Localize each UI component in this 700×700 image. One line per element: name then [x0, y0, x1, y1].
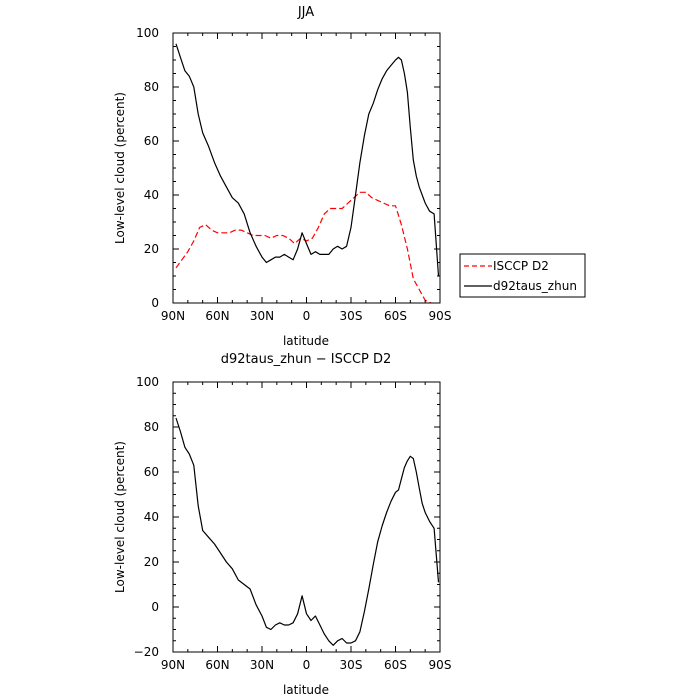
top-panel-xtick-label: 90S: [429, 309, 452, 323]
bottom-panel-xlabel: latitude: [283, 683, 329, 697]
bottom-panel-ytick-label: 20: [144, 555, 159, 569]
bottom-panel-ytick-label: −20: [134, 645, 159, 659]
bottom-panel-xtick-label: 30N: [250, 658, 274, 672]
bottom-panel-ytick-label: 60: [144, 465, 159, 479]
bottom-panel-xtick-label: 90N: [161, 658, 185, 672]
top-panel-xtick-label: 0: [303, 309, 311, 323]
bottom-panel-ytick-label: 80: [144, 420, 159, 434]
top-panel-xtick-label: 60S: [384, 309, 407, 323]
bottom-panel-title: d92taus_zhun − ISCCP D2: [221, 352, 392, 367]
top-panel-title: JJA: [297, 5, 314, 20]
bottom-panel-xtick-label: 60N: [205, 658, 229, 672]
bottom-panel-ytick-label: 100: [136, 375, 159, 389]
top-panel-ytick-label: 0: [151, 296, 159, 310]
legend-label-d92taus-zhun: d92taus_zhun: [493, 279, 577, 293]
top-panel-xtick-label: 90N: [161, 309, 185, 323]
top-panel-ytick-label: 100: [136, 26, 159, 40]
top-panel: JJA Low-level cloud (percent) latitude 9…: [113, 5, 451, 348]
top-panel-xtick-label: 60N: [205, 309, 229, 323]
top-panel-series-isccp-d2: [175, 191, 432, 304]
top-panel-ytick-label: 20: [144, 242, 159, 256]
top-panel-plot-frame: [172, 32, 441, 304]
top-panel-xtick-label: 30S: [340, 309, 363, 323]
top-panel-ylabel: Low-level cloud (percent): [113, 92, 127, 244]
bottom-panel-series-difference: [175, 417, 440, 646]
legend-label-isccp-d2: ISCCP D2: [493, 259, 549, 273]
top-panel-ytick-label: 80: [144, 80, 159, 94]
bottom-panel-ytick-label: 40: [144, 510, 159, 524]
legend-box: [459, 253, 586, 298]
bottom-panel-xtick-label: 0: [303, 658, 311, 672]
top-panel-xlabel: latitude: [283, 334, 329, 348]
bottom-panel-xtick-label: 90S: [429, 658, 452, 672]
bottom-panel-xtick-label: 30S: [340, 658, 363, 672]
bottom-panel-ytick-label: 0: [151, 600, 159, 614]
top-panel-series-d92taus-zhun: [175, 43, 440, 277]
bottom-panel: d92taus_zhun − ISCCP D2 Low-level cloud …: [113, 352, 451, 697]
bottom-panel-ylabel: Low-level cloud (percent): [113, 441, 127, 593]
bottom-panel-xtick-label: 60S: [384, 658, 407, 672]
top-panel-ytick-label: 40: [144, 188, 159, 202]
top-panel-ytick-label: 60: [144, 134, 159, 148]
legend: ISCCP D2 d92taus_zhun: [459, 253, 586, 298]
top-panel-xtick-label: 30N: [250, 309, 274, 323]
